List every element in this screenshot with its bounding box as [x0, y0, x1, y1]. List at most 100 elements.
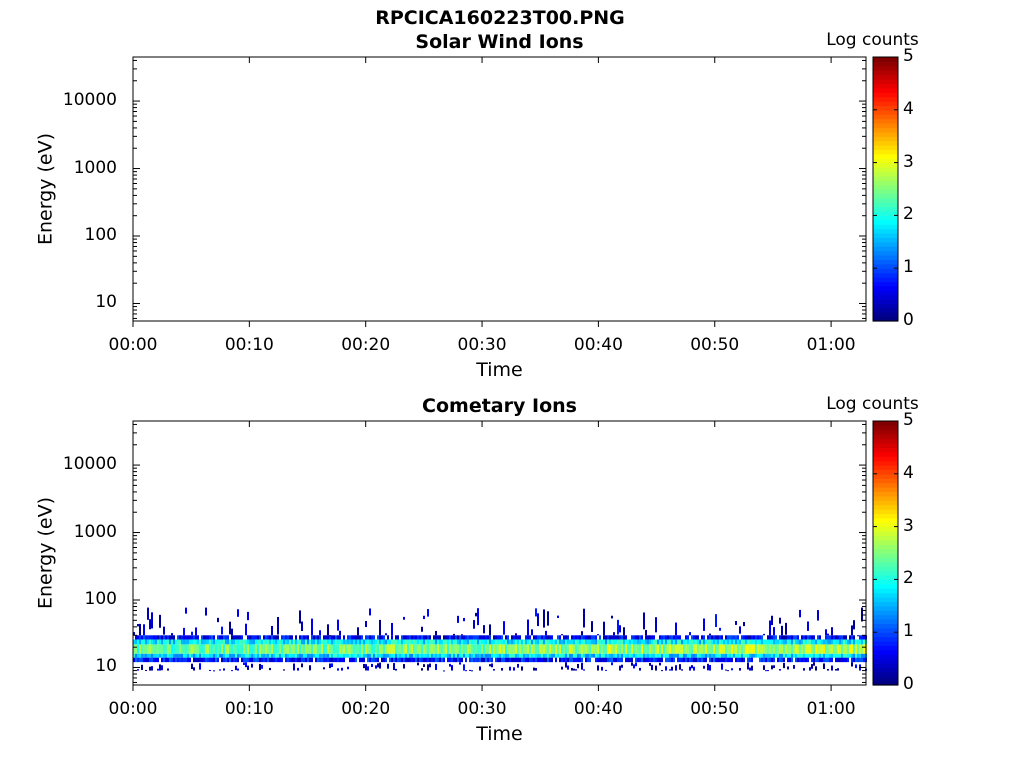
spectrogram-cell [401, 644, 403, 654]
spectrogram-cell [405, 644, 407, 654]
spectrogram-cell [777, 653, 779, 658]
spectrogram-cell [717, 635, 719, 640]
spectrogram-cell [585, 635, 587, 640]
spectrogram-cell [795, 653, 797, 658]
spectrogram-cell [195, 639, 197, 645]
spectrogram-cell [615, 639, 617, 645]
spectrogram-cell [303, 639, 305, 645]
spectrogram-cell [195, 653, 197, 658]
spectrogram-cell [391, 639, 393, 645]
spectrogram-cell [515, 633, 517, 636]
spectrogram-cell [457, 644, 459, 654]
spectrogram-cell [361, 657, 363, 663]
spectrogram-cell [401, 653, 403, 658]
spectrogram-cell [479, 657, 481, 663]
spectrogram-cell [859, 644, 861, 654]
spectrogram-cell [641, 644, 643, 654]
spectrogram-cell [637, 639, 639, 645]
spectrogram-cell [293, 663, 295, 671]
spectrogram-cell [575, 639, 577, 645]
spectrogram-cell [451, 653, 453, 658]
spectrogram-cell [783, 662, 785, 669]
spectrogram-cell [449, 663, 451, 667]
spectrogram-cell [403, 616, 405, 620]
spectrogram-cell [579, 635, 581, 640]
spectrogram-cell [369, 639, 371, 645]
spectrogram-cell [569, 653, 571, 658]
spectrogram-cell [715, 653, 717, 658]
spectrogram-cell [661, 670, 663, 672]
spectrogram-cell [163, 653, 165, 658]
spectrogram-cell [319, 657, 321, 663]
spectrogram-cell [727, 639, 729, 645]
spectrogram-cell [607, 639, 609, 645]
spectrogram-cell [833, 653, 835, 658]
spectrogram-cell [621, 664, 623, 668]
spectrogram-cell [639, 644, 641, 654]
spectrogram-cell [597, 665, 599, 671]
spectrogram-cell [231, 628, 233, 636]
spectrogram-cell [531, 639, 533, 645]
spectrogram-cell [425, 653, 427, 658]
spectrogram-cell [565, 657, 567, 663]
colorbar-segment [873, 149, 898, 155]
spectrogram-cell [623, 627, 625, 636]
y-tick-label: 100 [84, 225, 117, 245]
spectrogram-cell [151, 666, 153, 671]
spectrogram-cell [289, 657, 291, 663]
spectrogram-cell [675, 639, 677, 645]
spectrogram-cell [357, 653, 359, 658]
spectrogram-cell [559, 644, 561, 654]
spectrogram-cell [259, 663, 261, 671]
spectrogram-cell [375, 657, 377, 663]
spectrogram-cell [493, 639, 495, 645]
spectrogram-cell [625, 635, 627, 640]
spectrogram-cell [479, 666, 481, 671]
spectrogram-cell [421, 657, 423, 663]
spectrogram-cell [825, 644, 827, 654]
spectrogram-cell [651, 635, 653, 640]
spectrogram-cell [573, 635, 575, 640]
spectrogram-cell [319, 644, 321, 654]
spectrogram-cell [565, 644, 567, 654]
spectrogram-cell [155, 653, 157, 658]
spectrogram-cell [403, 635, 405, 640]
spectrogram-cell [481, 639, 483, 645]
spectrogram-cell [381, 653, 383, 658]
spectrogram-cell [611, 662, 613, 666]
spectrogram-cell [543, 635, 545, 640]
spectrogram-cell [789, 644, 791, 654]
spectrogram-cell [787, 657, 789, 663]
spectrogram-cell [563, 644, 565, 654]
spectrogram-cell [349, 657, 351, 663]
colorbar-segment [873, 627, 898, 633]
spectrogram-cell [715, 614, 717, 628]
spectrogram-cell [459, 635, 461, 640]
spectrogram-cell [777, 657, 779, 663]
spectrogram-cell [689, 644, 691, 654]
spectrogram-cell [311, 639, 313, 645]
spectrogram-cell [709, 665, 711, 671]
spectrogram-cell [613, 639, 615, 645]
spectrogram-cell [357, 639, 359, 645]
spectrogram-cell [519, 639, 521, 645]
spectrogram-cell [631, 644, 633, 654]
spectrogram-cell [803, 653, 805, 658]
spectrogram-cell [167, 635, 169, 640]
spectrogram-cell [175, 644, 177, 654]
spectrogram-cell [529, 657, 531, 663]
spectrogram-cell [477, 608, 479, 626]
spectrogram-cell [363, 653, 365, 658]
spectrogram-cell [431, 639, 433, 645]
spectrogram-cell [839, 639, 841, 645]
spectrogram-cell [539, 635, 541, 640]
spectrogram-cell [601, 657, 603, 663]
spectrogram-cell [803, 668, 805, 671]
spectrogram-cell [535, 608, 537, 617]
spectrogram-cell [351, 635, 353, 640]
y-axis-label: Energy (eV) [34, 496, 57, 610]
spectrogram-cell [485, 644, 487, 654]
spectrogram-cell [435, 653, 437, 658]
spectrogram-cell [571, 639, 573, 645]
spectrogram-cell [641, 635, 643, 640]
